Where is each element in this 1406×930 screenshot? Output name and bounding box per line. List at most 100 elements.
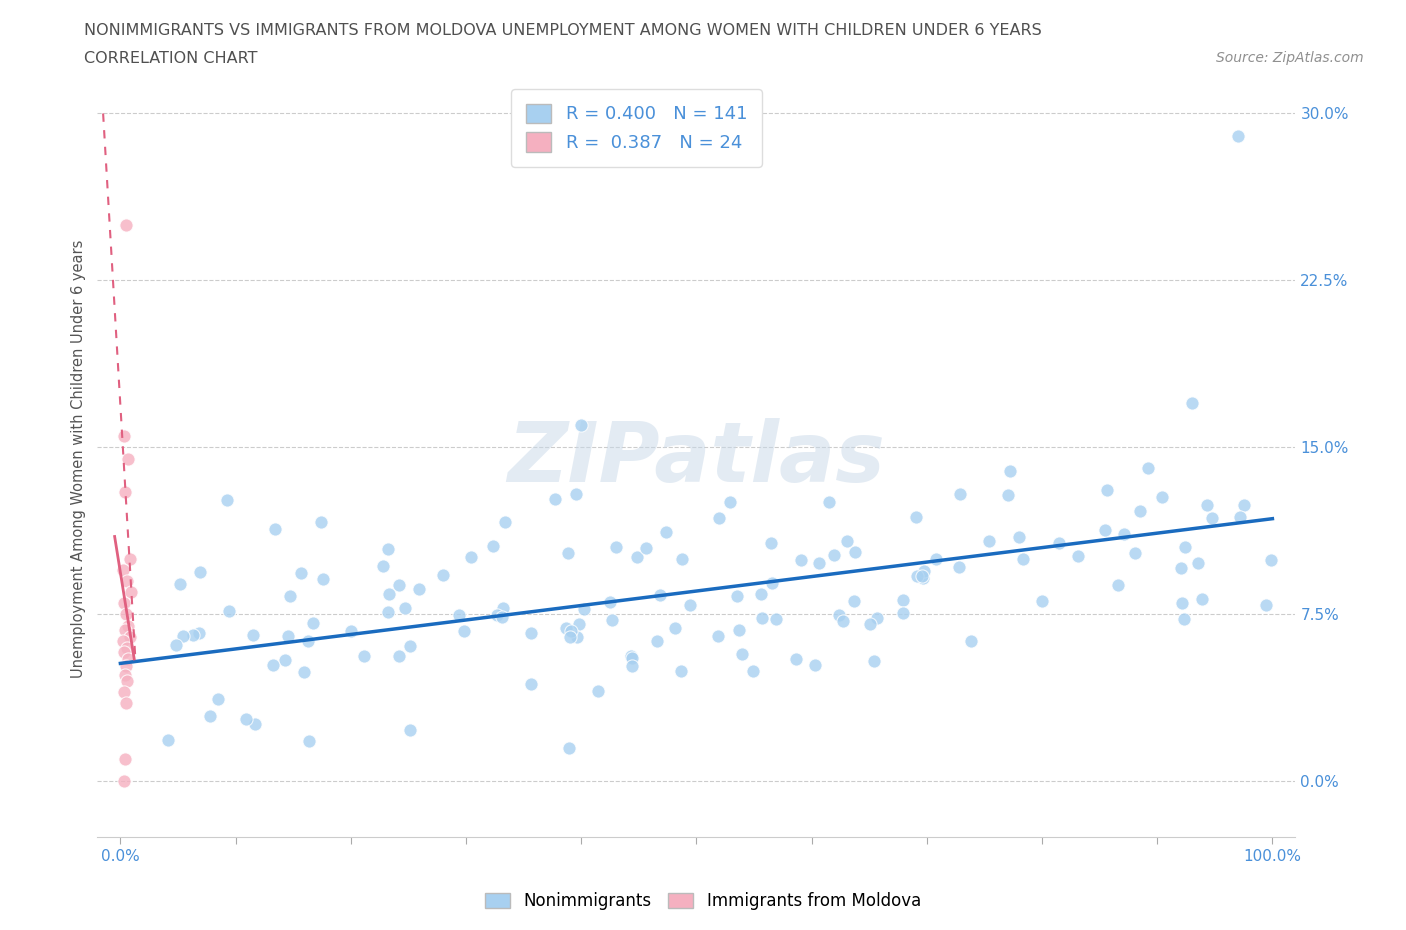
Point (828, 608, 851, 623)
Point (636, 540, 658, 555)
Point (115, 696, 138, 711)
Point (599, 594, 621, 609)
Point (1123, 545, 1146, 560)
Point (905, 568, 928, 583)
Point (262, 658, 284, 672)
Point (1012, 552, 1035, 567)
Point (117, 641, 139, 656)
Point (112, 684, 135, 699)
Point (302, 616, 325, 631)
Point (1107, 578, 1129, 592)
Point (588, 684, 610, 698)
Point (111, 633, 134, 648)
Point (844, 545, 866, 560)
Point (669, 664, 692, 679)
Point (749, 587, 772, 602)
Point (1066, 548, 1088, 563)
Point (117, 652, 139, 667)
Point (626, 550, 648, 565)
Point (290, 565, 312, 580)
Point (1173, 612, 1195, 627)
Point (491, 610, 513, 625)
Point (1112, 527, 1135, 542)
Point (377, 542, 399, 557)
Point (911, 568, 934, 583)
Point (118, 630, 141, 644)
Point (569, 418, 592, 432)
Point (340, 624, 363, 639)
Legend: R = 0.400   N = 141, R =  0.387   N = 24: R = 0.400 N = 141, R = 0.387 N = 24 (512, 89, 762, 166)
Point (235, 711, 257, 726)
Point (112, 774, 135, 789)
Point (891, 605, 914, 620)
Y-axis label: Unemployment Among Women with Children Under 6 years: Unemployment Among Women with Children U… (72, 239, 86, 678)
Point (1181, 395, 1204, 410)
Point (187, 626, 209, 641)
Legend: Nonimmigrants, Immigrants from Moldova: Nonimmigrants, Immigrants from Moldova (478, 885, 928, 917)
Point (190, 565, 212, 579)
Point (1195, 498, 1218, 512)
Point (114, 622, 136, 637)
Point (207, 692, 229, 707)
Point (564, 486, 586, 501)
Point (115, 658, 138, 673)
Point (388, 578, 411, 592)
Point (172, 628, 194, 643)
Point (725, 588, 748, 603)
Point (891, 592, 914, 607)
Point (949, 486, 972, 501)
Point (671, 551, 693, 566)
Text: NONIMMIGRANTS VS IMMIGRANTS FROM MOLDOVA UNEMPLOYMENT AMONG WOMEN WITH CHILDREN : NONIMMIGRANTS VS IMMIGRANTS FROM MOLDOVA… (84, 23, 1042, 38)
Point (1150, 490, 1173, 505)
Point (560, 623, 582, 638)
Point (112, 429, 135, 444)
Point (911, 571, 934, 586)
Point (276, 629, 298, 644)
Point (117, 451, 139, 466)
Point (823, 548, 845, 563)
Point (925, 552, 948, 567)
Point (602, 613, 624, 628)
Point (1191, 591, 1213, 606)
Point (1170, 595, 1192, 610)
Point (111, 563, 134, 578)
Point (912, 564, 935, 578)
Point (460, 550, 482, 565)
Point (1137, 460, 1160, 475)
Point (273, 653, 295, 668)
Point (1008, 530, 1031, 545)
Point (115, 218, 138, 232)
Point (218, 604, 240, 618)
Point (166, 638, 188, 653)
Point (1031, 593, 1053, 608)
Point (312, 571, 335, 586)
Text: CORRELATION CHART: CORRELATION CHART (84, 51, 257, 66)
Point (1229, 510, 1251, 525)
Point (371, 558, 394, 573)
Point (486, 607, 509, 622)
Point (707, 512, 730, 526)
Point (292, 665, 315, 680)
Point (117, 574, 139, 589)
Point (835, 534, 858, 549)
Point (759, 535, 782, 550)
Point (1187, 556, 1209, 571)
Point (558, 740, 581, 755)
Point (115, 607, 138, 622)
Point (785, 652, 807, 667)
Point (1226, 128, 1249, 143)
Point (731, 646, 754, 661)
Point (309, 514, 332, 529)
Point (544, 492, 567, 507)
Point (948, 559, 970, 574)
Point (620, 648, 643, 663)
Point (977, 534, 1000, 549)
Point (565, 630, 588, 644)
Point (557, 546, 579, 561)
Point (377, 604, 399, 619)
Point (905, 510, 928, 525)
Point (997, 487, 1019, 502)
Point (765, 612, 787, 627)
Point (520, 677, 543, 692)
Point (492, 601, 515, 616)
